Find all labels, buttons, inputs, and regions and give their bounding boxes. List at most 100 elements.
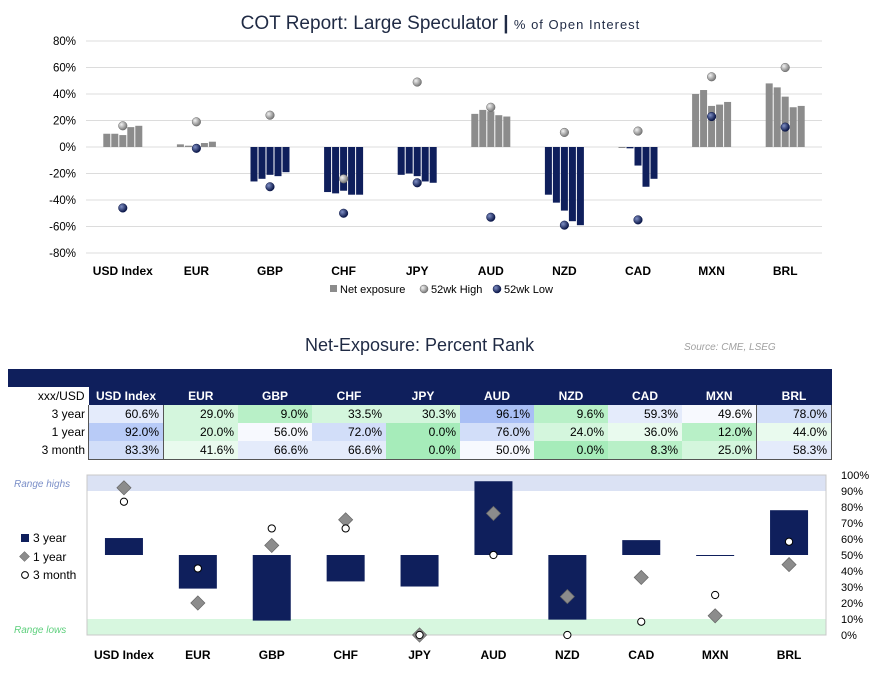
table-row: 1 year 92.0% 20.0% 56.0% 72.0% 0.0% 76.0% 24.0%… [8, 423, 832, 441]
net-exposure-bar [716, 104, 724, 147]
net-exposure-bar [208, 141, 216, 147]
net-exposure-bar [789, 107, 797, 147]
category-label: USD Index [94, 648, 154, 662]
table-row: 3 year 60.6% 29.0% 9.0% 33.5% 30.3% 96.1% 9.6% 5… [8, 405, 832, 423]
y-tick-label: 20% [53, 116, 76, 128]
y-tick-label: 60% [53, 63, 76, 75]
table-column-header: CAD [608, 387, 682, 405]
table-cell: 72.0% [312, 423, 386, 441]
net-exposure-bar [200, 143, 208, 147]
category-label: BRL [777, 648, 802, 662]
table-column-header: BRL [756, 387, 832, 405]
net-exposure-bar [650, 147, 658, 179]
legend-label: 3 month [33, 568, 76, 582]
category-label: JPY [408, 648, 431, 662]
legend-swatch-3y [21, 534, 29, 542]
table-cell: 0.0% [386, 441, 460, 460]
net-exposure-bar [324, 147, 332, 193]
net-exposure-bar [773, 87, 781, 147]
table-row: 3 month 83.3% 41.6% 66.6% 66.6% 0.0% 50.0% 0.0%… [8, 441, 832, 460]
low-52wk-point [707, 111, 717, 122]
net-exposure-bar [471, 113, 479, 147]
net-exposure-bar [544, 147, 552, 195]
percent-rank-table: xxx/USD USD Index EUR GBP CHF JPY AUD NZD CAD MXN… [8, 369, 832, 460]
legend-label: 3 year [33, 531, 66, 545]
band-spacer [8, 369, 89, 387]
table-column-header: CHF [312, 387, 386, 405]
table-row-label: 1 year [8, 423, 89, 441]
net-exposure-bar [495, 115, 503, 147]
low-52wk-point [339, 208, 349, 218]
net-exposure-bar [700, 90, 708, 147]
category-label: CHF [333, 648, 358, 662]
y-tick-label: -20% [49, 169, 76, 181]
low-52wk-point [118, 203, 128, 213]
net-exposure-bar [618, 147, 626, 148]
net-exposure-bar [552, 147, 560, 203]
net-exposure-bar [250, 147, 258, 182]
three-year-bar [622, 540, 661, 555]
one-year-marker [707, 608, 723, 624]
one-year-marker [338, 512, 354, 528]
net-exposure-bar [421, 147, 429, 182]
net-exposure-bar [397, 147, 405, 175]
one-year-marker [116, 480, 132, 496]
net-exposure-bar [797, 105, 805, 147]
three-year-bar [400, 555, 439, 587]
table-column-header: NZD [534, 387, 608, 405]
y-tick-label: 50% [841, 550, 863, 562]
net-exposure-bar [405, 147, 413, 174]
net-exposure-bar [356, 147, 364, 195]
table-column-header: MXN [682, 387, 757, 405]
category-label: USD Index [93, 264, 153, 278]
category-label: EUR [185, 648, 211, 662]
three-month-marker [341, 524, 350, 533]
high-52wk-point [118, 121, 128, 131]
legend-label: Net exposure [340, 284, 405, 296]
table-cell: 41.6% [163, 441, 238, 460]
table-cell: 24.0% [534, 423, 608, 441]
net-exposure-bar [266, 147, 274, 175]
y-tick-label: 70% [841, 518, 863, 530]
y-tick-label: -60% [49, 222, 76, 234]
y-tick-label: 80% [53, 36, 76, 48]
three-month-marker [119, 497, 129, 506]
table-cell: 30.3% [386, 405, 460, 423]
high-52wk-point [633, 126, 643, 136]
table-row-label: 3 year [8, 405, 89, 423]
net-exposure-bar [708, 105, 716, 147]
top-legend: Net exposure 52wk High 52wk Low [330, 284, 553, 296]
three-year-bar [548, 555, 587, 620]
one-year-marker [559, 589, 575, 605]
low-52wk-point [633, 215, 643, 225]
plot-frame [86, 474, 827, 636]
one-year-marker [485, 505, 502, 521]
category-label: JPY [406, 264, 429, 278]
bottom-legend: 3 year 1 year 3 month [19, 531, 76, 582]
legend-swatch-net [330, 285, 337, 292]
percent-rank-chart: Range highs Range lows 0% 10% 20% 30% 40% 50% 60… [14, 470, 869, 662]
legend-swatch-high [419, 284, 429, 294]
high-52wk-point [339, 174, 349, 184]
y-tick-label: 0% [841, 630, 857, 642]
three-month-marker [563, 630, 572, 640]
y-tick-label: 20% [841, 598, 863, 610]
legend-swatch-low [492, 284, 502, 294]
net-exposure-bar [135, 125, 143, 147]
three-month-marker [784, 537, 794, 546]
one-year-marker [190, 595, 206, 611]
table-row-label: 3 month [8, 441, 89, 460]
three-month-marker [637, 617, 646, 626]
three-year-bar [696, 555, 735, 556]
table-cell: 12.0% [682, 423, 757, 441]
high-52wk-point [412, 77, 422, 87]
table-cell: 44.0% [756, 423, 832, 441]
category-label: CAD [625, 264, 651, 278]
header-band [88, 369, 832, 387]
y-tick-label: 90% [841, 486, 863, 498]
net-exposure-bar [340, 147, 348, 191]
net-exposure-bar [560, 147, 568, 211]
category-label: CHF [331, 264, 356, 278]
table-corner-label: xxx/USD [8, 387, 89, 405]
net-exposure-bar [176, 144, 184, 147]
